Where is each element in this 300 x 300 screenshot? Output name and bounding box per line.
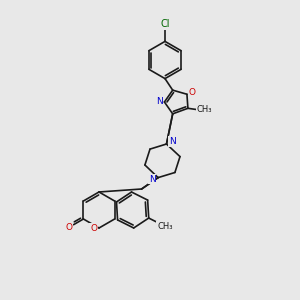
Text: N: N bbox=[169, 137, 176, 146]
Text: N: N bbox=[156, 98, 163, 106]
Text: O: O bbox=[188, 88, 196, 97]
Text: CH₃: CH₃ bbox=[197, 105, 212, 114]
Text: Cl: Cl bbox=[160, 19, 170, 29]
Text: CH₃: CH₃ bbox=[157, 222, 172, 231]
Text: O: O bbox=[90, 224, 97, 232]
Text: O: O bbox=[65, 223, 72, 232]
Text: N: N bbox=[149, 175, 155, 184]
